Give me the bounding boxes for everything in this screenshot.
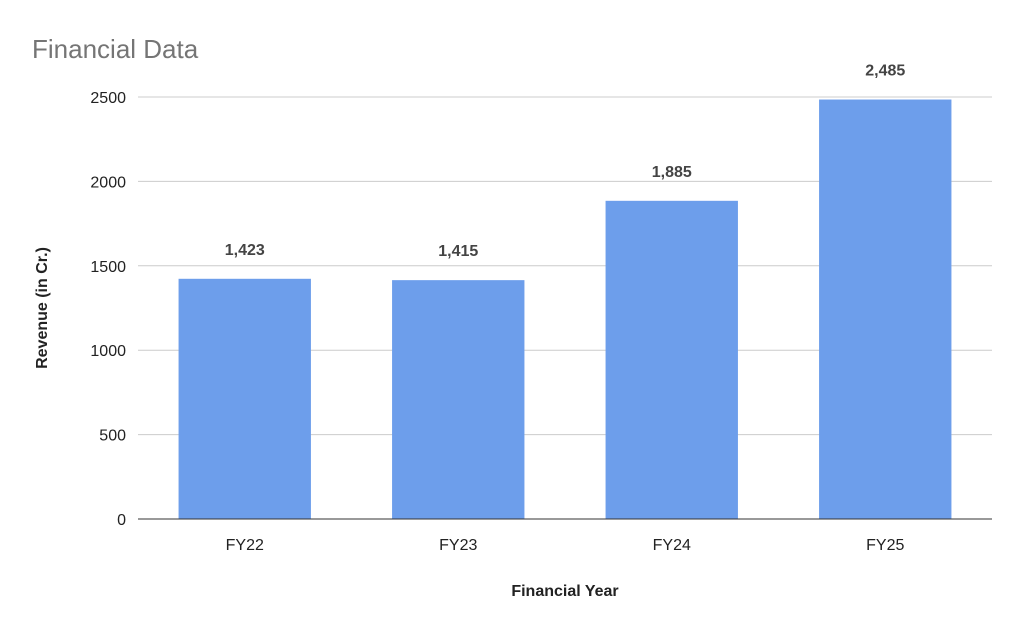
- x-axis-ticks: FY22 FY23 FY24 FY25: [226, 537, 905, 554]
- y-axis-ticks: 0 500 1000 1500 2000 2500: [90, 90, 126, 529]
- x-tick-label: FY22: [226, 537, 264, 554]
- y-tick-label: 0: [117, 512, 126, 529]
- bars: [178, 99, 952, 520]
- y-tick-label: 500: [99, 428, 126, 445]
- y-tick-label: 2000: [90, 174, 126, 191]
- x-tick-label: FY24: [653, 537, 691, 554]
- data-labels: 1,423 1,415 1,885 2,485: [225, 63, 906, 261]
- bar-fy25: [819, 99, 952, 520]
- x-tick-label: FY23: [439, 537, 477, 554]
- y-axis-title: Revenue (in Cr.): [34, 247, 51, 369]
- y-tick-label: 1500: [90, 259, 126, 276]
- y-tick-label: 1000: [90, 343, 126, 360]
- y-tick-label: 2500: [90, 90, 126, 107]
- bar-fy24: [605, 200, 738, 519]
- data-label-fy22: 1,423: [225, 242, 265, 259]
- x-axis-title: Financial Year: [511, 583, 618, 600]
- data-label-fy24: 1,885: [652, 164, 692, 181]
- bar-fy22: [178, 278, 311, 519]
- bar-fy23: [392, 280, 525, 519]
- x-tick-label: FY25: [866, 537, 904, 554]
- chart-title: Financial Data: [32, 34, 199, 64]
- data-label-fy25: 2,485: [865, 63, 905, 80]
- data-label-fy23: 1,415: [438, 243, 478, 260]
